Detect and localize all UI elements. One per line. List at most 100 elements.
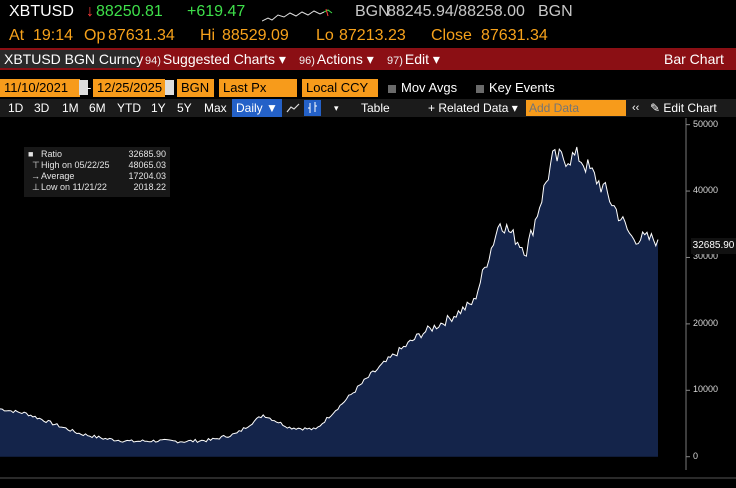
table-button[interactable]: Table — [361, 101, 390, 115]
y-tick-label: 30000 — [693, 251, 719, 262]
frequency-dropdown[interactable]: Daily ▼ — [232, 99, 282, 117]
high-value: 88529.09 — [222, 27, 289, 44]
chevron-down-icon: ▾ — [278, 51, 286, 67]
legend-low-value: 2018.22 — [133, 182, 166, 192]
security-name: XBTUSD BGN Curncy — [4, 51, 144, 67]
at-label: At — [9, 27, 25, 44]
legend-low-row: ⊥ Low on 11/21/22 2018.22 — [24, 182, 170, 193]
period-5y[interactable]: 5Y — [177, 101, 192, 115]
at-time: 19:14 — [33, 27, 74, 44]
suggested-label: Suggested Charts — [162, 51, 275, 67]
ticker[interactable]: XBTUSD — [9, 3, 74, 20]
ohlc-line: At 19:14 Op 87631.34 Hi 88529.09 Lo 8721… — [0, 27, 736, 47]
down-arrow-icon: ↓ — [86, 3, 94, 20]
low-label: Lo — [316, 27, 334, 44]
security-field[interactable]: XBTUSD BGN Curncy — [0, 50, 144, 68]
period-max[interactable]: Max — [204, 101, 227, 115]
source-field[interactable]: BGN — [177, 79, 214, 97]
actions-num: 96) — [299, 55, 315, 67]
legend-high-row: ⊤ High on 05/22/25 48065.03 — [24, 160, 170, 171]
bar-chart-button[interactable] — [304, 100, 321, 116]
chart-legend[interactable]: ■ Ratio 32685.90 ⊤ High on 05/22/25 4806… — [24, 147, 170, 197]
currency-field[interactable]: Local CCY — [302, 79, 378, 97]
actions-menu[interactable]: 96) Actions ▾ — [299, 48, 374, 70]
period-6m[interactable]: 6M — [89, 101, 106, 115]
suggested-charts-menu[interactable]: 94) Suggested Charts ▾ — [145, 48, 286, 70]
end-date-field[interactable]: 12/25/2025 — [93, 79, 165, 97]
y-tick-label: 50000 — [693, 118, 719, 129]
average-marker-icon: → — [31, 171, 40, 181]
price-field[interactable]: Last Px — [219, 79, 297, 97]
legend-average-row: → Average 17204.03 — [24, 171, 170, 182]
legend-average-value: 17204.03 — [128, 171, 166, 181]
legend-high-value: 48065.03 — [128, 160, 166, 170]
checkbox-icon — [476, 84, 484, 93]
chart-inputs-bar: 11/10/2021 - 12/25/2025 BGN Last Px Loca… — [0, 77, 736, 99]
high-marker-icon: ⊤ — [32, 160, 40, 170]
edit-menu[interactable]: 97) Edit ▾ — [387, 48, 440, 70]
low-marker-icon: ⊥ — [32, 182, 40, 192]
key-events-label: Key Events — [489, 80, 555, 95]
close-label: Close — [431, 27, 472, 44]
period-1m[interactable]: 1M — [62, 101, 79, 115]
edit-num: 97) — [387, 55, 403, 67]
open-label: Op — [84, 27, 106, 44]
pencil-icon: ✎ — [650, 101, 661, 115]
legend-average-label: Average — [41, 171, 75, 181]
date-separator: - — [87, 80, 92, 95]
mov-avgs-label: Mov Avgs — [401, 80, 458, 95]
related-data-menu[interactable]: + Related Data ▾ — [428, 101, 518, 115]
actions-label: Actions — [316, 51, 363, 67]
legend-ratio-row: ■ Ratio 32685.90 — [24, 149, 170, 160]
last-value-label: 32685.90 — [691, 238, 736, 254]
last-price: 88250.81 — [96, 3, 163, 20]
y-tick-label: 0 — [693, 450, 699, 461]
legend-square-icon: ■ — [28, 149, 34, 159]
quote-header: XBTUSD ↓ 88250.81 +619.47 BGN 88245.94/8… — [0, 3, 736, 25]
period-3d[interactable]: 3D — [34, 101, 50, 115]
add-data-input[interactable] — [526, 100, 626, 116]
bar-chart-icon — [308, 102, 317, 113]
close-value: 87631.34 — [481, 27, 548, 44]
price-line — [0, 146, 659, 444]
start-date-field[interactable]: 11/10/2021 — [0, 79, 80, 97]
calendar-icon[interactable] — [79, 80, 88, 95]
edit-label: Edit — [404, 51, 430, 67]
mov-avgs-toggle[interactable]: Mov Avgs — [388, 80, 457, 95]
edit-chart-label: Edit Chart — [663, 101, 717, 115]
open-value: 87631.34 — [108, 27, 175, 44]
bid-ask: 88245.94/88258.00 — [387, 3, 525, 20]
function-bar: XBTUSD BGN Curncy 94) Suggested Charts ▾ … — [0, 48, 736, 70]
high-label: Hi — [200, 27, 216, 44]
period-1y[interactable]: 1Y — [151, 101, 166, 115]
legend-low-label: Low on 11/21/22 — [41, 182, 107, 192]
price-area — [0, 147, 658, 457]
chart-style-dropdown[interactable]: ▾ — [334, 103, 339, 113]
chevron-down-icon: ▾ — [432, 51, 440, 67]
bid-ask-source-suffix: BGN — [538, 3, 573, 20]
y-axis-ticks — [686, 124, 690, 458]
line-chart-icon[interactable] — [286, 102, 300, 114]
bid-ask-source: BGN — [355, 3, 390, 20]
y-tick-label: 40000 — [693, 185, 719, 196]
legend-ratio-value: 32685.90 — [128, 149, 166, 159]
net-change: +619.47 — [187, 3, 246, 20]
sparkline-icon — [262, 8, 333, 22]
edit-chart-button[interactable]: ✎ Edit Chart — [650, 99, 717, 117]
checkbox-icon — [388, 84, 396, 93]
legend-ratio-label: Ratio — [41, 149, 63, 159]
period-ytd[interactable]: YTD — [117, 101, 141, 115]
low-value: 87213.23 — [339, 27, 406, 44]
chevron-down-icon: ▾ — [366, 51, 374, 67]
suggested-num: 94) — [145, 55, 161, 67]
chart-type-title: Bar Chart — [664, 51, 724, 67]
y-tick-label: 10000 — [693, 384, 719, 395]
period-toolbar: 1D 3D 1M 6M YTD 1Y 5Y Max Daily ▼ ▾ Tabl… — [0, 99, 736, 117]
legend-high-label: High on 05/22/25 — [41, 160, 110, 170]
price-chart[interactable] — [0, 118, 736, 488]
collapse-icon[interactable]: ‹‹ — [632, 102, 640, 114]
key-events-toggle[interactable]: Key Events — [476, 80, 555, 95]
period-1d[interactable]: 1D — [8, 101, 24, 115]
calendar-icon[interactable] — [165, 80, 174, 95]
y-tick-label: 20000 — [693, 317, 719, 328]
